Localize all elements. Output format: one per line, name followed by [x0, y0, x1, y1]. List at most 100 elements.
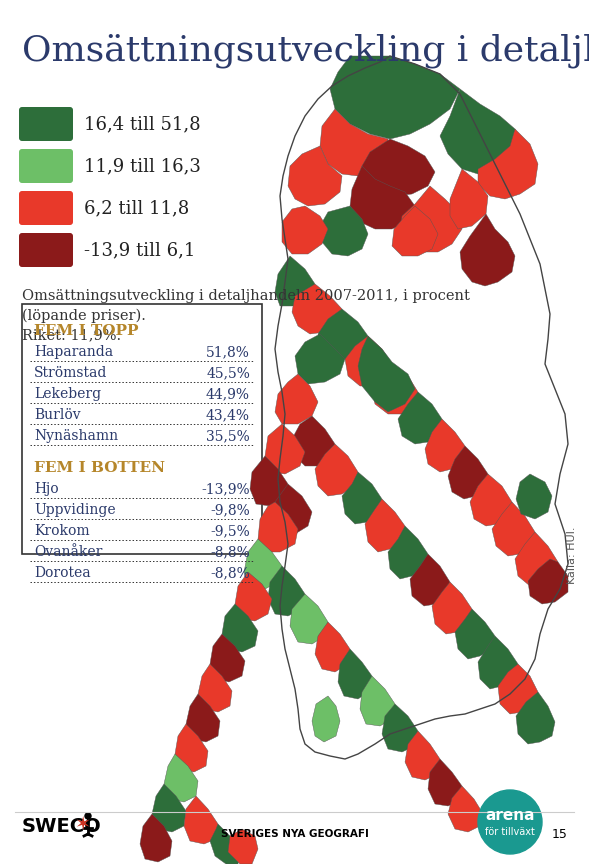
Polygon shape — [244, 539, 282, 589]
Text: -8,8%: -8,8% — [210, 566, 250, 580]
Polygon shape — [318, 309, 368, 359]
Text: Dorotea: Dorotea — [34, 566, 91, 580]
Polygon shape — [388, 526, 428, 579]
Polygon shape — [235, 572, 272, 621]
Polygon shape — [275, 256, 315, 306]
Text: Strömstad: Strömstad — [34, 366, 107, 380]
Polygon shape — [448, 786, 482, 832]
Polygon shape — [275, 374, 318, 424]
Text: SVERIGES NYA GEOGRAFI: SVERIGES NYA GEOGRAFI — [221, 829, 369, 839]
FancyBboxPatch shape — [19, 233, 73, 267]
Polygon shape — [268, 566, 305, 616]
Polygon shape — [440, 89, 520, 174]
Polygon shape — [175, 724, 208, 772]
Polygon shape — [372, 364, 418, 414]
Polygon shape — [330, 56, 460, 139]
Text: 16,4 till 51,8: 16,4 till 51,8 — [84, 115, 201, 133]
FancyBboxPatch shape — [19, 149, 73, 183]
Polygon shape — [186, 694, 220, 742]
Text: Lekeberg: Lekeberg — [34, 387, 101, 401]
Polygon shape — [272, 484, 312, 534]
Text: Nynäshamn: Nynäshamn — [34, 429, 118, 443]
Polygon shape — [295, 334, 345, 384]
Polygon shape — [400, 186, 462, 252]
Polygon shape — [515, 532, 558, 586]
Polygon shape — [478, 636, 518, 689]
Text: Källa: HUI.: Källa: HUI. — [567, 526, 577, 584]
Polygon shape — [350, 166, 415, 229]
Polygon shape — [250, 456, 288, 506]
Polygon shape — [292, 416, 335, 466]
Text: 44,9%: 44,9% — [206, 387, 250, 401]
Text: Krokom: Krokom — [34, 524, 90, 538]
Polygon shape — [450, 169, 488, 229]
Text: -13,9 till 6,1: -13,9 till 6,1 — [84, 241, 196, 259]
Text: Uppvidinge: Uppvidinge — [34, 503, 115, 517]
Polygon shape — [460, 214, 515, 286]
Polygon shape — [405, 731, 440, 780]
Text: 51,8%: 51,8% — [206, 345, 250, 359]
Text: Hjo: Hjo — [34, 482, 59, 496]
Polygon shape — [470, 474, 512, 526]
Text: Burlöv: Burlöv — [34, 408, 81, 422]
Text: 43,4%: 43,4% — [206, 408, 250, 422]
Polygon shape — [320, 206, 368, 256]
Polygon shape — [152, 784, 186, 832]
Polygon shape — [222, 604, 258, 652]
FancyBboxPatch shape — [19, 107, 73, 141]
Text: ✶: ✶ — [74, 815, 90, 834]
FancyBboxPatch shape — [22, 304, 262, 554]
Text: för tillväxt: för tillväxt — [485, 827, 535, 837]
Polygon shape — [365, 499, 405, 552]
Polygon shape — [184, 796, 218, 844]
Text: Omsättningsutveckling i detaljhandeln: Omsättningsutveckling i detaljhandeln — [22, 34, 589, 68]
Polygon shape — [498, 664, 538, 714]
Text: 15: 15 — [552, 828, 568, 841]
Polygon shape — [478, 129, 538, 199]
Text: 11,9 till 16,3: 11,9 till 16,3 — [84, 157, 201, 175]
Text: SWECO: SWECO — [22, 816, 102, 835]
FancyBboxPatch shape — [19, 191, 73, 225]
Polygon shape — [288, 146, 342, 206]
Polygon shape — [410, 554, 450, 606]
Polygon shape — [382, 704, 418, 752]
Polygon shape — [398, 392, 442, 444]
Text: -9,5%: -9,5% — [210, 524, 250, 538]
Text: FEM I BOTTEN: FEM I BOTTEN — [34, 461, 165, 475]
Text: FEM I TOPP: FEM I TOPP — [34, 324, 138, 338]
Polygon shape — [210, 824, 240, 864]
Text: 6,2 till 11,8: 6,2 till 11,8 — [84, 199, 189, 217]
Polygon shape — [362, 139, 435, 196]
Polygon shape — [312, 696, 340, 742]
Polygon shape — [342, 472, 382, 524]
Polygon shape — [358, 336, 415, 412]
Polygon shape — [292, 284, 342, 334]
Polygon shape — [360, 676, 395, 726]
Text: Haparanda: Haparanda — [34, 345, 113, 359]
Text: arena: arena — [485, 809, 535, 823]
Polygon shape — [345, 336, 392, 386]
Polygon shape — [320, 109, 388, 176]
Polygon shape — [210, 634, 245, 682]
Polygon shape — [290, 594, 328, 644]
Polygon shape — [164, 754, 198, 802]
Polygon shape — [432, 582, 472, 634]
Polygon shape — [492, 502, 535, 556]
Circle shape — [478, 790, 542, 854]
Polygon shape — [528, 559, 568, 604]
Text: -9,8%: -9,8% — [210, 503, 250, 517]
Circle shape — [85, 813, 91, 819]
Polygon shape — [392, 206, 438, 256]
Polygon shape — [448, 446, 488, 499]
Text: 45,5%: 45,5% — [206, 366, 250, 380]
Polygon shape — [140, 814, 172, 862]
Text: Omsättningsutveckling i detaljhandeln 2007-2011, i procent
(löpande priser).
Rik: Omsättningsutveckling i detaljhandeln 20… — [22, 289, 470, 343]
Polygon shape — [265, 424, 305, 474]
Text: 35,5%: 35,5% — [206, 429, 250, 443]
Text: Ovanåker: Ovanåker — [34, 545, 102, 559]
Polygon shape — [258, 502, 298, 552]
Polygon shape — [425, 419, 465, 472]
Polygon shape — [228, 829, 258, 864]
Text: -8,8%: -8,8% — [210, 545, 250, 559]
Polygon shape — [516, 474, 552, 519]
